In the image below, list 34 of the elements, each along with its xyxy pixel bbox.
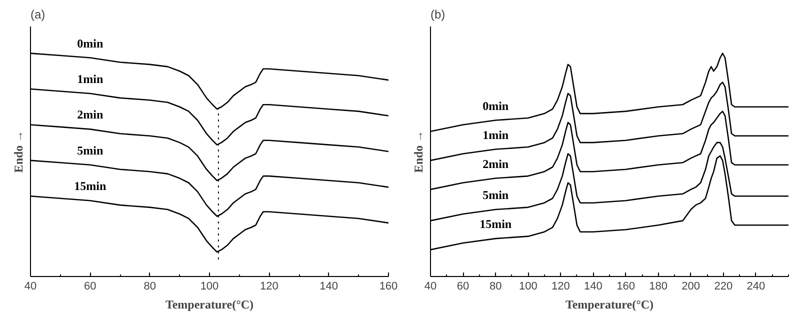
x-axis-title: Temperature(°C): [565, 298, 654, 312]
x-tick-label: 140: [320, 280, 338, 292]
series-label: 1min: [482, 128, 509, 142]
x-tick-label: 60: [456, 280, 470, 292]
x-tick-label: 160: [616, 280, 635, 292]
x-tick-label: 220: [714, 280, 733, 292]
series-label: 1min: [77, 72, 104, 86]
x-tick-label: 120: [552, 280, 570, 292]
x-tick-label: 240: [746, 280, 766, 292]
x-tick-label: 200: [682, 280, 700, 292]
x-tick-label: 80: [144, 280, 156, 292]
series-label: 0min: [77, 36, 104, 50]
y-axis-title: Endo →: [412, 130, 426, 173]
series-label: 5min: [482, 188, 509, 202]
x-tick-label: 40: [24, 280, 37, 292]
chart-title: (a): [30, 8, 46, 22]
series-label: 15min: [74, 179, 106, 194]
series-label: 5min: [77, 143, 104, 158]
y-axis-title: Endo →: [12, 130, 26, 173]
x-tick-label: 120: [260, 280, 278, 292]
series-label: 2min: [77, 108, 104, 122]
x-tick-label: 160: [379, 280, 398, 292]
x-axis-title: Temperature(°C): [165, 298, 254, 312]
x-tick-label: 180: [649, 280, 668, 292]
x-tick-label: 140: [584, 280, 602, 292]
x-tick-label: 100: [200, 280, 219, 292]
x-tick-label: 60: [84, 280, 96, 292]
x-tick-label: 100: [518, 280, 538, 292]
series-label: 2min: [482, 156, 509, 171]
x-tick-label: 80: [489, 280, 502, 292]
x-tick-label: 40: [424, 280, 437, 292]
chart-title: (b): [430, 8, 446, 22]
series-label: 15min: [480, 217, 512, 232]
series-label: 0min: [482, 98, 509, 113]
